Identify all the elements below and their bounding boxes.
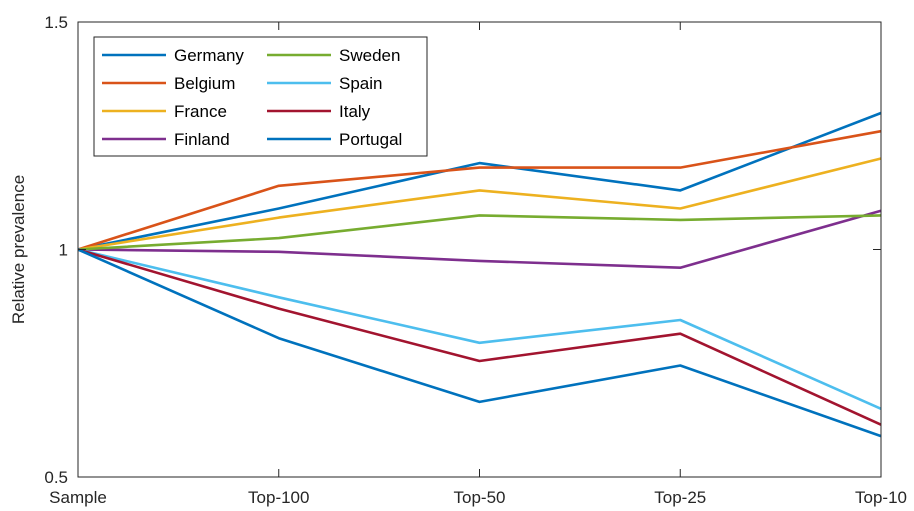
series-line-portugal [77,248,882,438]
series-line-italy [77,248,882,426]
series-line-finland [77,209,882,270]
y-axis-label: Relative prevalence [9,175,28,324]
series-line-belgium [77,129,882,251]
series-line-france [77,157,882,251]
legend-box [93,36,428,157]
legend-label-finland: Finland [174,130,230,149]
series-line-sweden [77,214,882,251]
legend-label-italy: Italy [339,102,371,121]
legend-label-france: France [174,102,227,121]
x-tick-label: Top-50 [454,488,506,507]
legend-label-spain: Spain [339,74,382,93]
y-tick-label: 1.5 [44,13,68,32]
tick-layer: Sample Top-100 Top-50 Top-25 Top-10 0.5 1 1.5 [44,13,907,507]
x-tick-label: Top-25 [654,488,706,507]
legend-label-sweden: Sweden [339,46,400,65]
series-line-spain [77,248,882,410]
series-layer [77,111,882,438]
series-line-germany [77,111,882,251]
x-tick-label: Top-10 [855,488,907,507]
legend-label-belgium: Belgium [174,74,235,93]
x-tick-label: Sample [49,488,107,507]
legend-label-germany: Germany [174,46,244,65]
legend: Germany Belgium France Finland Sweden Spain It… [93,36,428,157]
legend-label-portugal: Portugal [339,130,402,149]
y-tick-label: 1 [59,241,68,260]
y-tick-label: 0.5 [44,468,68,487]
x-tick-label: Top-100 [248,488,309,507]
